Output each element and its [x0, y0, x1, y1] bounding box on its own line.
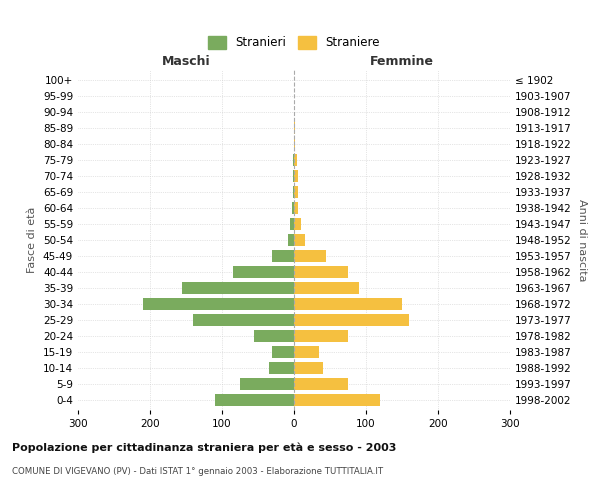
Bar — [233, 266, 294, 278]
Bar — [293, 154, 294, 166]
Bar — [143, 298, 294, 310]
Bar — [294, 330, 348, 342]
Bar — [294, 298, 402, 310]
Bar — [294, 250, 326, 262]
Bar — [294, 282, 359, 294]
Bar — [294, 154, 297, 166]
Text: Popolazione per cittadinanza straniera per età e sesso - 2003: Popolazione per cittadinanza straniera p… — [12, 442, 397, 453]
Bar — [294, 138, 295, 150]
Bar — [254, 330, 294, 342]
Bar — [294, 266, 348, 278]
Bar — [294, 346, 319, 358]
Bar — [294, 170, 298, 182]
Text: Maschi: Maschi — [161, 56, 211, 68]
Bar — [293, 186, 294, 198]
Bar — [294, 394, 380, 406]
Bar — [294, 314, 409, 326]
Text: COMUNE DI VIGEVANO (PV) - Dati ISTAT 1° gennaio 2003 - Elaborazione TUTTITALIA.I: COMUNE DI VIGEVANO (PV) - Dati ISTAT 1° … — [12, 468, 383, 476]
Bar — [294, 186, 298, 198]
Bar — [293, 170, 294, 182]
Bar — [269, 362, 294, 374]
Bar — [290, 218, 294, 230]
Legend: Stranieri, Straniere: Stranieri, Straniere — [203, 32, 385, 54]
Bar — [294, 122, 295, 134]
Bar — [272, 250, 294, 262]
Bar — [294, 234, 305, 246]
Bar — [193, 314, 294, 326]
Bar — [294, 362, 323, 374]
Bar — [272, 346, 294, 358]
Bar — [288, 234, 294, 246]
Y-axis label: Anni di nascita: Anni di nascita — [577, 198, 587, 281]
Bar — [292, 202, 294, 214]
Bar — [294, 202, 298, 214]
Bar — [215, 394, 294, 406]
Bar — [182, 282, 294, 294]
Bar — [294, 218, 301, 230]
Text: Femmine: Femmine — [370, 56, 434, 68]
Bar — [240, 378, 294, 390]
Bar — [294, 378, 348, 390]
Y-axis label: Fasce di età: Fasce di età — [28, 207, 37, 273]
